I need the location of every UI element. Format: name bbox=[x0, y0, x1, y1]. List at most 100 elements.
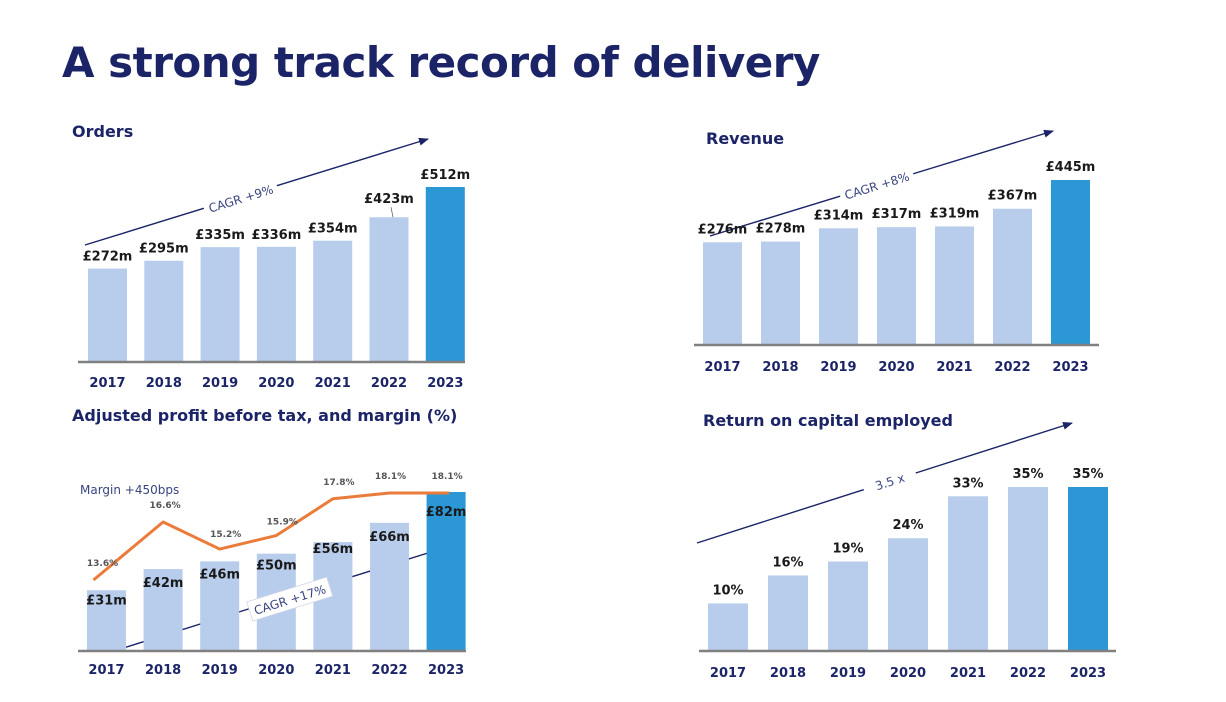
roce-bar bbox=[708, 603, 748, 650]
page-title: A strong track record of delivery bbox=[62, 38, 820, 87]
profit-margin-label: 15.2% bbox=[210, 530, 241, 540]
orders-trend-annotation: CAGR +9% bbox=[201, 177, 281, 219]
profit-tick-label: 2021 bbox=[315, 663, 351, 678]
roce-tick-label: 2018 bbox=[770, 666, 806, 681]
revenue-trend-annotation-bg bbox=[837, 164, 917, 206]
profit-bar bbox=[426, 492, 466, 650]
roce-tick-label: 2020 bbox=[890, 666, 926, 681]
roce-bar bbox=[1008, 487, 1048, 650]
orders-tick-label: 2017 bbox=[89, 376, 125, 391]
orders-bar bbox=[313, 240, 353, 361]
roce-bar bbox=[948, 496, 988, 650]
revenue-tick-label: 2023 bbox=[1052, 360, 1088, 375]
roce-trend-annotation-bg bbox=[860, 463, 919, 499]
profit-data-label: £46m bbox=[199, 567, 240, 582]
roce-data-label: 16% bbox=[772, 555, 803, 570]
profit-data-label: £82m bbox=[426, 505, 467, 520]
profit-tick-label: 2017 bbox=[88, 663, 124, 678]
orders-bar bbox=[88, 268, 127, 361]
orders-label-leader bbox=[390, 207, 394, 218]
orders-tick-label: 2019 bbox=[202, 376, 238, 391]
profit-data-label: £50m bbox=[256, 559, 297, 574]
roce-data-label: 35% bbox=[1012, 467, 1043, 482]
profit-tick-label: 2018 bbox=[145, 663, 181, 678]
revenue-tick-label: 2019 bbox=[820, 360, 856, 375]
profit-margin-label: 13.6% bbox=[87, 559, 118, 569]
revenue-data-label: £319m bbox=[930, 206, 980, 221]
orders-trend-annotation-bg bbox=[201, 177, 281, 219]
revenue-bar bbox=[935, 226, 974, 344]
profit-margin-label: 18.1% bbox=[375, 472, 406, 482]
roce-tick-label: 2021 bbox=[950, 666, 986, 681]
roce-tick-label: 2023 bbox=[1070, 666, 1106, 681]
profit-data-label: £31m bbox=[86, 593, 127, 608]
profit-margin-label: 18.1% bbox=[431, 472, 462, 482]
profit-tick-label: 2023 bbox=[428, 663, 464, 678]
orders-tick-label: 2018 bbox=[146, 376, 182, 391]
roce-bar bbox=[888, 538, 928, 650]
profit-chart-panel: Adjusted profit before tax, and margin (… bbox=[0, 0, 613, 425]
revenue-tick-label: 2021 bbox=[936, 360, 972, 375]
orders-data-label: £336m bbox=[252, 228, 302, 243]
profit-bar bbox=[87, 590, 126, 650]
orders-tick-label: 2022 bbox=[371, 376, 407, 391]
orders-data-label: £512m bbox=[420, 168, 470, 183]
orders-data-label: £335m bbox=[195, 228, 245, 243]
roce-chart-title: Return on capital employed bbox=[703, 411, 953, 430]
revenue-bar bbox=[703, 242, 742, 344]
orders-tick-label: 2023 bbox=[427, 376, 463, 391]
revenue-data-label: £445m bbox=[1046, 160, 1096, 175]
revenue-data-label: £317m bbox=[872, 207, 922, 222]
revenue-trend-annotation-text: CAGR +8% bbox=[843, 170, 911, 203]
profit-trend-annotation-bg bbox=[246, 576, 334, 622]
revenue-bar bbox=[1051, 180, 1090, 344]
revenue-data-label: £278m bbox=[756, 222, 806, 237]
orders-tick-label: 2020 bbox=[258, 376, 294, 391]
revenue-tick-label: 2018 bbox=[762, 360, 798, 375]
orders-chart-panel: Orders bbox=[0, 0, 613, 390]
profit-bar bbox=[200, 561, 240, 650]
revenue-data-label: £276m bbox=[698, 222, 748, 237]
revenue-chart-panel: Revenue bbox=[0, 0, 784, 390]
roce-chart-panel: Return on capital employed bbox=[0, 0, 953, 430]
roce-bar bbox=[768, 575, 808, 650]
profit-tick-label: 2019 bbox=[202, 663, 238, 678]
profit-chart-title: Adjusted profit before tax, and margin (… bbox=[72, 406, 458, 425]
orders-bar bbox=[200, 247, 240, 361]
roce-data-label: 33% bbox=[952, 476, 983, 491]
revenue-trend-annotation: CAGR +8% bbox=[837, 164, 917, 206]
roce-data-label: 24% bbox=[892, 518, 923, 533]
profit-margin-line bbox=[92, 491, 450, 582]
roce-tick-label: 2022 bbox=[1010, 666, 1046, 681]
roce-bar bbox=[828, 561, 868, 650]
roce-bar bbox=[1068, 487, 1108, 650]
revenue-bar bbox=[993, 208, 1032, 344]
revenue-data-label: £367m bbox=[988, 189, 1038, 204]
orders-bar bbox=[425, 187, 465, 361]
roce-data-label: 35% bbox=[1072, 467, 1103, 482]
profit-data-label: £56m bbox=[313, 542, 354, 557]
profit-tick-label: 2022 bbox=[371, 663, 407, 678]
revenue-bar bbox=[877, 227, 916, 344]
roce-tick-label: 2019 bbox=[830, 666, 866, 681]
orders-data-label: £295m bbox=[139, 242, 189, 257]
orders-data-label: £354m bbox=[308, 222, 358, 237]
roce-tick-label: 2017 bbox=[710, 666, 746, 681]
profit-bar bbox=[370, 522, 409, 650]
revenue-bar bbox=[761, 241, 800, 344]
profit-tick-label: 2020 bbox=[258, 663, 294, 678]
profit-margin-label: 15.9% bbox=[267, 518, 298, 528]
revenue-chart-title: Revenue bbox=[706, 129, 785, 148]
profit-bar bbox=[143, 569, 183, 650]
profit-margin-label: 16.6% bbox=[149, 501, 180, 511]
profit-data-label: £66m bbox=[369, 530, 410, 545]
orders-data-label: £272m bbox=[83, 250, 133, 265]
orders-bar bbox=[144, 260, 184, 361]
profit-data-label: £42m bbox=[143, 576, 184, 591]
revenue-tick-label: 2020 bbox=[878, 360, 914, 375]
revenue-data-label: £314m bbox=[814, 208, 864, 223]
profit-margin-label: 17.8% bbox=[323, 478, 354, 488]
revenue-tick-label: 2022 bbox=[994, 360, 1030, 375]
orders-bar bbox=[369, 217, 409, 361]
roce-data-label: 19% bbox=[832, 542, 863, 557]
